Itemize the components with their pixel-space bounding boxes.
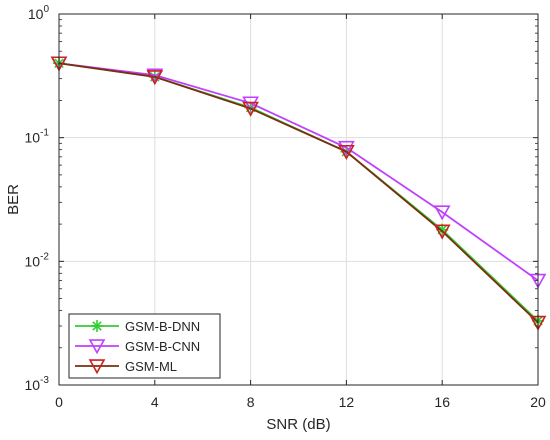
data-point-gsm-ml (242, 101, 259, 117)
y-tick-label: 100 (28, 4, 50, 22)
data-point-gsm-b-cnn (338, 140, 355, 156)
legend-marker-gsm-ml (88, 359, 106, 375)
legend-label-gsm-b-cnn: GSM-B-CNN (125, 339, 200, 354)
y-tick-base: 10 (25, 130, 41, 146)
legend: GSM-B-DNN GSM-B-CNN GSM-ML (68, 313, 221, 379)
y-tick-label: 10-3 (25, 375, 50, 393)
legend-label-gsm-b-dnn: GSM-B-DNN (125, 319, 200, 334)
y-tick-label: 10-2 (25, 251, 50, 269)
x-axis-title: SNR (dB) (266, 416, 330, 433)
y-axis-title: BER (5, 184, 22, 215)
y-tick-label: 10-1 (25, 128, 50, 146)
x-tick-label: 8 (247, 394, 255, 410)
x-tick-label: 16 (434, 394, 450, 410)
x-tick-label: 20 (530, 394, 546, 410)
series-line-gsm-ml (58, 62, 539, 324)
y-tick-base: 10 (25, 253, 41, 269)
x-tick-label: 0 (55, 394, 63, 410)
data-point-gsm-b-cnn (242, 96, 259, 112)
data-point-gsm-ml (433, 224, 451, 240)
y-tick-exponent: -3 (40, 375, 49, 386)
x-tick-label: 4 (151, 394, 159, 410)
data-point-gsm-ml (338, 144, 355, 161)
legend-marker-gsm-b-dnn (91, 320, 103, 332)
y-tick-exponent: -2 (40, 251, 49, 262)
plot-frame (58, 13, 539, 386)
y-tick-exponent: 0 (43, 4, 49, 15)
data-point-gsm-b-cnn (433, 205, 451, 221)
data-point-gsm-ml (146, 70, 164, 86)
x-tick-label: 12 (339, 394, 355, 410)
legend-marker-gsm-b-cnn (88, 339, 106, 355)
y-tick-base: 10 (28, 6, 44, 22)
y-tick-exponent: -1 (40, 128, 49, 139)
y-tick-base: 10 (25, 377, 41, 393)
series-line-gsm-b-cnn (58, 62, 539, 282)
legend-label-gsm-ml: GSM-ML (125, 359, 177, 374)
